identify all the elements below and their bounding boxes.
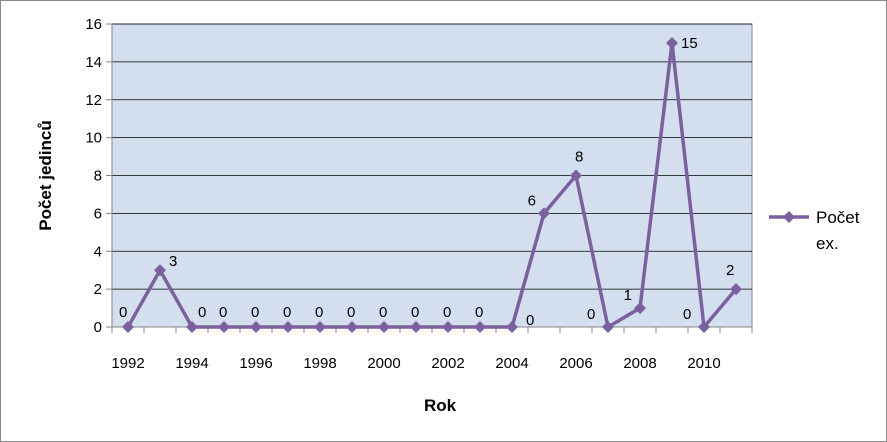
x-tick-label: 2006 bbox=[559, 355, 592, 372]
data-label: 0 bbox=[219, 304, 227, 321]
x-tick-label: 2008 bbox=[623, 355, 656, 372]
legend-marker bbox=[783, 211, 795, 223]
x-tick-label: 2002 bbox=[431, 355, 464, 372]
data-label: 3 bbox=[169, 253, 177, 270]
y-axis-title: Počet jedinců bbox=[36, 120, 55, 231]
data-point-marker bbox=[154, 264, 166, 277]
data-point-marker bbox=[282, 321, 294, 333]
data-label: 0 bbox=[198, 304, 206, 321]
data-label: 6 bbox=[528, 192, 536, 209]
y-tick-label: 10 bbox=[85, 130, 102, 147]
data-label: 2 bbox=[726, 262, 734, 279]
data-label: 15 bbox=[681, 35, 698, 52]
data-label: 8 bbox=[575, 149, 583, 166]
data-label: 0 bbox=[475, 304, 483, 321]
data-label: 0 bbox=[526, 312, 534, 329]
y-tick-label: 2 bbox=[94, 281, 102, 298]
legend: Počet ex. bbox=[769, 208, 860, 253]
data-point-marker bbox=[410, 321, 422, 333]
data-point-marker bbox=[186, 321, 198, 333]
data-label: 0 bbox=[119, 304, 127, 321]
y-tick-label: 6 bbox=[94, 205, 102, 222]
data-label: 0 bbox=[683, 306, 691, 323]
x-tick-label: 1998 bbox=[303, 355, 336, 372]
legend-label-line2: ex. bbox=[816, 234, 839, 253]
data-point-marker bbox=[346, 321, 358, 333]
x-tick-label: 2010 bbox=[687, 355, 720, 372]
data-point-marker bbox=[506, 321, 518, 333]
data-point-marker bbox=[314, 321, 326, 333]
data-label: 1 bbox=[624, 287, 632, 304]
data-label: 0 bbox=[251, 304, 259, 321]
data-point-marker bbox=[442, 321, 454, 333]
y-tick-label: 8 bbox=[94, 168, 102, 185]
data-point-marker bbox=[602, 321, 614, 333]
data-point-marker bbox=[378, 321, 390, 333]
x-tick-label: 1996 bbox=[239, 355, 272, 372]
gridlines bbox=[106, 23, 752, 328]
data-point-marker bbox=[570, 169, 582, 182]
y-tick-label: 12 bbox=[85, 92, 102, 109]
data-label: 0 bbox=[283, 304, 291, 321]
data-label: 0 bbox=[443, 304, 451, 321]
x-axis-title: Rok bbox=[424, 396, 457, 415]
data-point-marker bbox=[698, 321, 710, 333]
data-label: 0 bbox=[347, 304, 355, 321]
data-point-marker bbox=[666, 36, 678, 49]
x-tick-label: 1994 bbox=[175, 355, 208, 372]
x-tick-label: 2004 bbox=[495, 355, 528, 372]
data-label: 0 bbox=[379, 304, 387, 321]
x-tick-labels: 1992 1994 1996 1998 2000 2002 2004 2006 2008 2010 bbox=[111, 355, 720, 372]
y-tick-label: 14 bbox=[85, 54, 102, 71]
data-label: 0 bbox=[315, 304, 323, 321]
x-tick-label: 1992 bbox=[111, 355, 144, 372]
y-tick-label: 4 bbox=[94, 243, 102, 260]
data-label: 0 bbox=[587, 306, 595, 323]
data-point-marker bbox=[730, 283, 742, 296]
data-point-marker bbox=[250, 321, 262, 333]
data-point-marker bbox=[218, 321, 230, 333]
data-point-marker bbox=[122, 321, 134, 333]
series-group bbox=[122, 36, 742, 333]
y-tick-label: 0 bbox=[94, 319, 102, 336]
y-tick-labels: 0 2 4 6 8 10 12 14 16 bbox=[85, 16, 102, 336]
data-point-marker bbox=[634, 302, 646, 315]
data-point-marker bbox=[474, 321, 486, 333]
y-tick-label: 16 bbox=[85, 16, 102, 33]
x-tick-label: 2000 bbox=[367, 355, 400, 372]
legend-label-line1: Počet bbox=[816, 208, 860, 227]
data-label: 0 bbox=[411, 304, 419, 321]
data-point-marker bbox=[538, 207, 550, 220]
